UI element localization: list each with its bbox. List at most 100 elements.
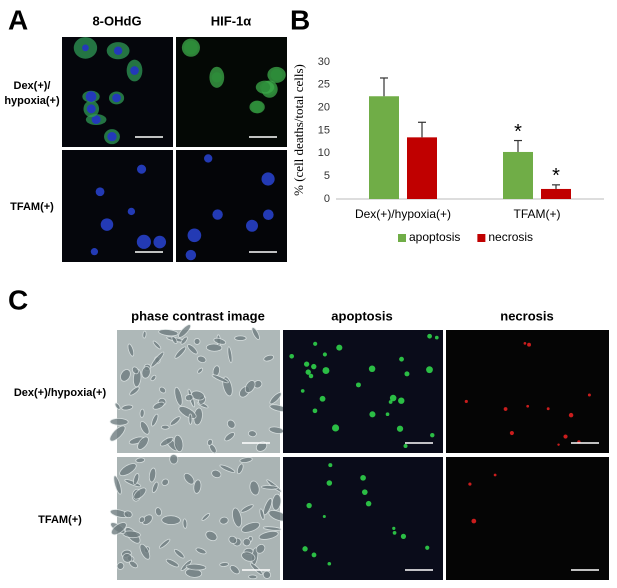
cell — [139, 421, 150, 435]
y-tick-label: 0 — [324, 193, 330, 205]
cell — [241, 551, 256, 562]
cell — [311, 552, 317, 558]
cell — [161, 515, 181, 525]
column-header: phase contrast image — [131, 308, 265, 323]
cell — [161, 478, 169, 486]
cell — [526, 404, 530, 408]
cell — [197, 355, 207, 364]
cell — [427, 333, 432, 339]
cell — [303, 361, 310, 367]
cell — [142, 330, 147, 339]
cell — [244, 380, 256, 394]
y-tick-label: 15 — [318, 124, 330, 136]
cell — [116, 562, 125, 570]
cell — [213, 337, 227, 345]
cell — [263, 498, 273, 516]
cell — [139, 408, 145, 418]
cell — [127, 343, 135, 357]
cell — [426, 366, 433, 374]
cell — [326, 480, 333, 486]
cell — [328, 463, 333, 468]
cell — [258, 530, 279, 540]
cell — [392, 531, 397, 535]
micrograph — [446, 457, 609, 580]
cell — [224, 432, 235, 442]
micrograph — [283, 330, 443, 453]
cell — [271, 493, 282, 511]
cell — [135, 457, 146, 464]
cell — [430, 432, 435, 438]
cell — [399, 356, 404, 362]
cell — [404, 371, 410, 377]
cell — [158, 538, 171, 549]
cell — [389, 394, 397, 402]
cell — [212, 209, 223, 220]
cell — [369, 411, 376, 418]
cell — [197, 367, 204, 374]
cell — [112, 93, 121, 103]
cell — [130, 66, 139, 75]
cell — [398, 397, 405, 404]
cell — [219, 464, 236, 473]
cell — [138, 516, 146, 524]
cell — [211, 374, 229, 384]
cell — [241, 521, 261, 533]
cell — [191, 390, 205, 401]
cell — [139, 543, 151, 560]
cell — [306, 502, 312, 509]
cell — [263, 354, 275, 362]
cell — [368, 365, 376, 373]
cell — [336, 344, 343, 351]
cell — [246, 219, 258, 232]
cell — [263, 209, 274, 221]
cell — [185, 249, 197, 261]
cell — [305, 369, 311, 375]
column-header: HIF-1α — [211, 13, 252, 28]
panel-label: B — [290, 4, 310, 35]
cell — [396, 425, 404, 432]
cell — [187, 344, 198, 355]
cell — [255, 544, 266, 554]
cell — [236, 463, 244, 475]
cell — [111, 522, 127, 536]
cell — [207, 438, 213, 446]
cell — [232, 507, 242, 528]
cell — [249, 480, 260, 496]
cell — [464, 399, 468, 404]
cell — [127, 207, 136, 216]
column-header: necrosis — [500, 308, 553, 323]
cell — [248, 574, 258, 580]
cell — [152, 340, 162, 350]
bar — [503, 151, 533, 199]
cell — [90, 248, 99, 256]
cell — [211, 72, 223, 83]
cell — [150, 351, 165, 368]
cell — [174, 386, 183, 406]
cell — [319, 395, 326, 402]
cell — [365, 500, 372, 507]
cell — [131, 366, 139, 375]
cell — [392, 526, 396, 530]
significance-marker: * — [514, 121, 522, 143]
cell — [270, 68, 283, 81]
cell — [160, 436, 174, 447]
cell — [133, 473, 140, 486]
cell — [587, 393, 591, 397]
row-label: Dex(+)/ — [14, 80, 51, 92]
cell — [141, 366, 151, 379]
bar — [369, 96, 399, 199]
cell — [205, 530, 218, 542]
cell — [160, 424, 170, 430]
y-tick-label: 30 — [318, 56, 330, 68]
cell — [300, 389, 305, 393]
cell — [471, 518, 477, 524]
cell — [185, 394, 194, 402]
cell — [195, 547, 207, 555]
cell — [180, 336, 188, 345]
cell — [122, 553, 133, 563]
panel-label: A — [8, 4, 28, 35]
cell — [136, 164, 147, 174]
cell — [331, 424, 340, 432]
cell — [468, 482, 472, 486]
cell — [355, 382, 361, 388]
